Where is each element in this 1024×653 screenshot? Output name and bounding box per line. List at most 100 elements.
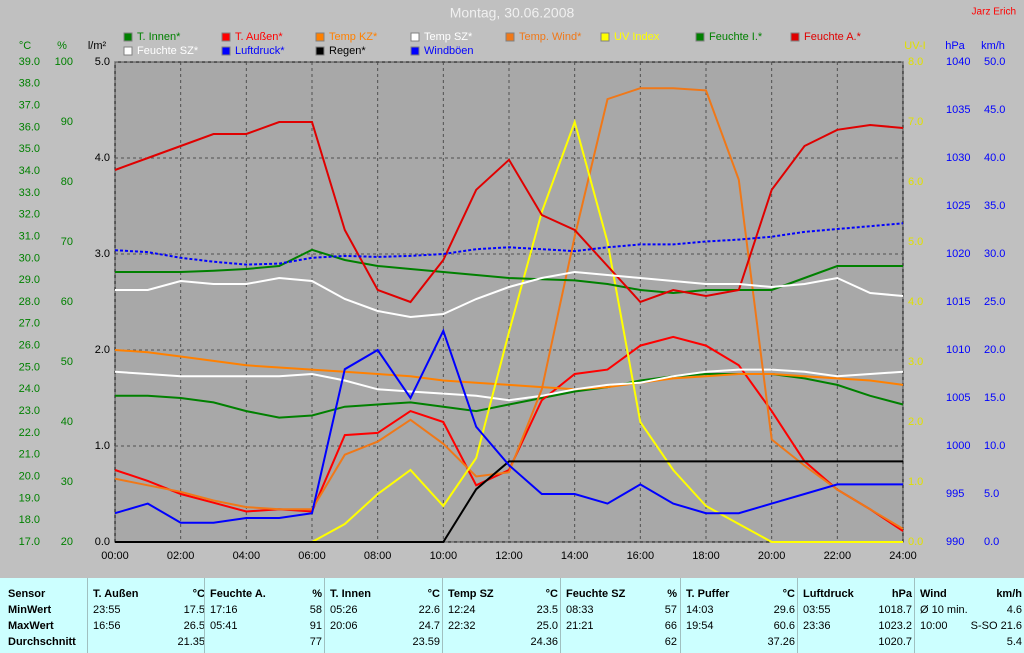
y-tick-label: 35.0: [984, 200, 1005, 212]
chart: Montag, 30.06.2008 Jarz Erich 00:00 02:00…: [19, 5, 1016, 562]
y-tick-label: 5.0: [95, 56, 110, 68]
x-tick-label: 00:00: [101, 550, 129, 562]
col-header: Feuchte SZ: [566, 588, 626, 600]
legend-swatch: [123, 46, 133, 56]
row-label: Sensor: [8, 588, 46, 600]
y-tick-label: 7.0: [908, 116, 923, 128]
axis-title: °C: [19, 40, 31, 52]
legend-swatch: [790, 32, 800, 42]
legend-label: Luftdruck*: [235, 45, 285, 57]
axis-title: km/h: [981, 40, 1005, 52]
cell-time: 14:03: [686, 604, 714, 616]
cell-value: 1023.2: [878, 620, 912, 632]
col-separator: [324, 578, 325, 653]
col-header: Luftdruck: [803, 588, 854, 600]
x-tick-label: 02:00: [167, 550, 195, 562]
legend-swatch: [410, 46, 420, 56]
cell-time: 23:36: [803, 620, 831, 632]
y-tick-label: 0.0: [984, 536, 999, 548]
y-tick-label: 8.0: [908, 56, 923, 68]
y-tick-label: 70: [61, 236, 73, 248]
cell-time: 16:56: [93, 620, 121, 632]
col-unit: km/h: [996, 588, 1022, 600]
y-tick-label: 1.0: [908, 476, 923, 488]
y-tick-label: 995: [946, 488, 964, 500]
col-header: T. Puffer: [686, 588, 730, 600]
x-tick-label: 14:00: [561, 550, 589, 562]
legend-swatch: [695, 32, 705, 42]
x-tick-label: 16:00: [627, 550, 655, 562]
legend-swatch: [315, 46, 325, 56]
y-tick-label: 0.0: [908, 536, 923, 548]
legend-swatch: [221, 32, 231, 42]
y-tick-label: 36.0: [19, 121, 40, 133]
y-tick-label: 20.0: [19, 470, 40, 482]
x-tick-label: 18:00: [692, 550, 720, 562]
legend-label: Feuchte A.*: [804, 31, 862, 43]
legend-swatch: [315, 32, 325, 42]
y-tick-label: 34.0: [19, 165, 40, 177]
cell-time: 17:16: [210, 604, 238, 616]
col-unit: hPa: [891, 588, 912, 600]
y-tick-label: 17.0: [19, 536, 40, 548]
col-separator: [680, 578, 681, 653]
y-tick-label: 6.0: [908, 176, 923, 188]
axis-title: %: [57, 40, 67, 52]
cell-value: 24.36: [530, 636, 558, 648]
col-unit: °C: [782, 588, 795, 600]
cell-time: 05:26: [330, 604, 358, 616]
cell-time: 03:55: [803, 604, 831, 616]
legend-label: Feuchte I.*: [709, 31, 763, 43]
col-separator: [204, 578, 205, 653]
cell-time: 08:33: [566, 604, 594, 616]
cell-value: 24.7: [418, 620, 440, 632]
y-tick-label: 25.0: [19, 361, 40, 373]
col-unit: °C: [545, 588, 558, 600]
series-line: [114, 121, 904, 304]
y-tick-label: 990: [946, 536, 964, 548]
cell-time: 12:24: [448, 604, 476, 616]
y-tick-label: 1040: [946, 56, 970, 68]
cell-value: 29.6: [773, 604, 795, 616]
legend-swatch: [600, 32, 610, 42]
col-header: T. Innen: [330, 588, 371, 600]
y-tick-label: 24.0: [19, 383, 40, 395]
legend-label: Windböen: [424, 45, 474, 57]
y-tick-label: 4.0: [908, 296, 923, 308]
axis-title: hPa: [945, 40, 965, 52]
series-line: [114, 87, 904, 530]
y-tick-label: 31.0: [19, 230, 40, 242]
col-separator: [914, 578, 915, 653]
legend-label: Temp SZ*: [424, 31, 473, 43]
cell-value: 1018.7: [878, 604, 912, 616]
y-tick-label: 29.0: [19, 274, 40, 286]
cell-time: 19:54: [686, 620, 714, 632]
cell-value: 37.26: [767, 636, 795, 648]
cell-value: 62: [664, 636, 677, 648]
row-label: MaxWert: [8, 620, 54, 632]
y-tick-label: 80: [61, 176, 73, 188]
y-tick-label: 100: [55, 56, 73, 68]
x-tick-label: 12:00: [495, 550, 523, 562]
series-line: [115, 270, 904, 319]
series-line: [115, 460, 903, 543]
cell-time: 21:21: [566, 620, 594, 632]
y-tick-label: 23.0: [19, 405, 40, 417]
cell-value: 4.6: [1006, 604, 1022, 616]
x-tick-label: 24:00: [889, 550, 917, 562]
y-tick-label: 25.0: [984, 296, 1005, 308]
y-tick-label: 5.0: [908, 236, 923, 248]
cell-value: 57: [664, 604, 677, 616]
series-line: [114, 328, 903, 524]
col-unit: °C: [192, 588, 205, 600]
chart-title: Montag, 30.06.2008: [450, 5, 575, 21]
y-tick-label: 30.0: [19, 252, 40, 264]
col-header: Feuchte A.: [210, 588, 266, 600]
y-tick-label: 33.0: [19, 187, 40, 199]
y-tick-label: 35.0: [19, 143, 40, 155]
y-tick-label: 1020: [946, 248, 970, 260]
y-tick-label: 38.0: [19, 78, 40, 90]
cell-time: Ø 10 min.: [920, 604, 968, 616]
y-tick-label: 28.0: [19, 296, 40, 308]
